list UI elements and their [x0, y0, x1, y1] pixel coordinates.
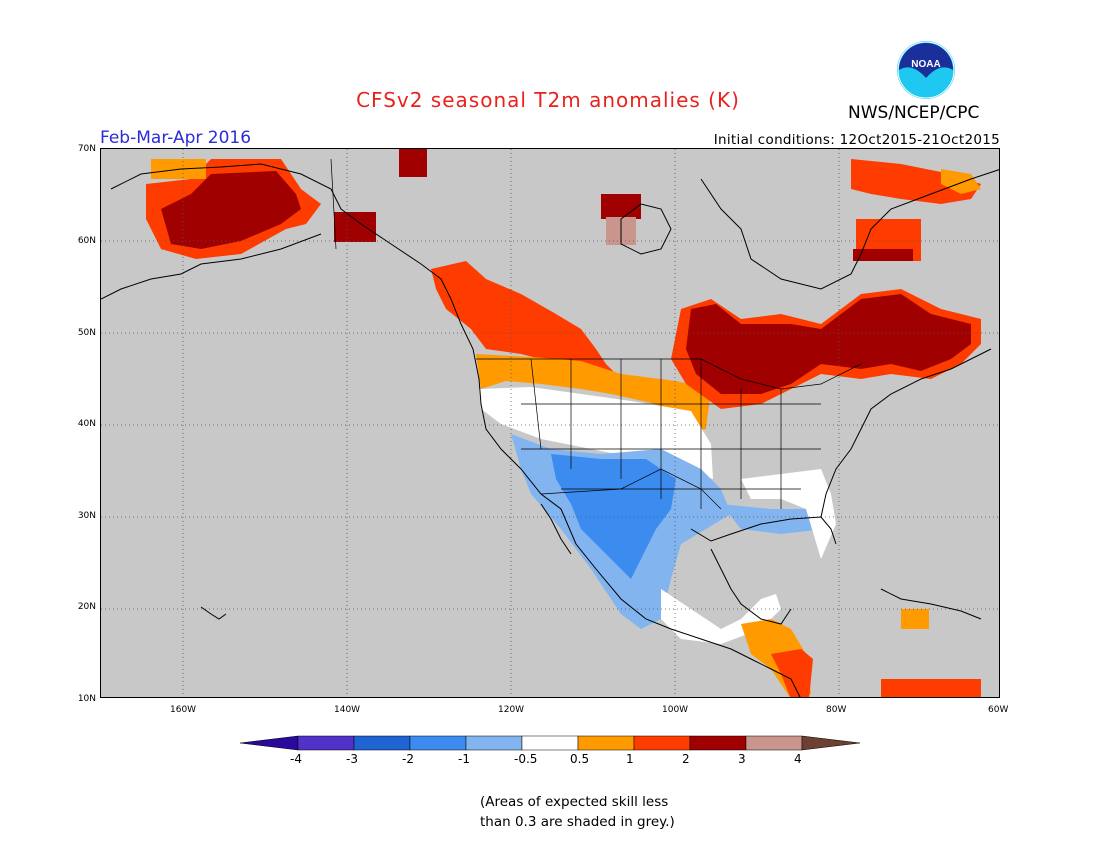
colorbar-label: -4 [290, 752, 302, 766]
season-label: Feb-Mar-Apr 2016 [100, 128, 252, 148]
anomaly-patches [146, 149, 981, 697]
colorbar-label: 2 [682, 752, 690, 766]
anomaly-map [100, 148, 1000, 698]
colorbar-right-triangle [801, 735, 860, 751]
lat-label: 10N [77, 694, 96, 704]
colorbar-segment [297, 735, 355, 751]
initial-conditions-label: Initial conditions: 12Oct2015-21Oct2015 [713, 132, 1000, 148]
colorbar-segment [521, 735, 579, 751]
colorbar-segment [353, 735, 411, 751]
skill-note-line: (Areas of expected skill less [480, 794, 669, 810]
colorbar-segment [577, 735, 635, 751]
colorbar-label: -3 [346, 752, 358, 766]
lat-label: 40N [77, 419, 96, 429]
colorbar-label: 4 [794, 752, 802, 766]
colorbar-label: -1 [458, 752, 470, 766]
skill-note: (Areas of expected skill less than 0.3 a… [480, 792, 675, 832]
colorbar-segment [633, 735, 691, 751]
lat-label: 20N [77, 602, 96, 612]
lon-label: 100W [662, 705, 689, 715]
colorbar-label: 3 [738, 752, 746, 766]
colorbar-segment [465, 735, 523, 751]
borders [330, 158, 862, 510]
lon-label: 140W [334, 705, 361, 715]
lon-label: 60W [988, 705, 1009, 715]
colorbar-segment [745, 735, 803, 751]
lon-label: 160W [170, 705, 197, 715]
map-title: CFSv2 seasonal T2m anomalies (K) [356, 88, 740, 112]
svg-text:NOAA: NOAA [911, 59, 940, 70]
lon-label: 120W [498, 705, 525, 715]
coastlines [101, 163, 999, 697]
noaa-logo: NOAA [896, 40, 956, 100]
colorbar-label: -0.5 [514, 752, 538, 766]
colorbar-label: 0.5 [570, 752, 590, 766]
lat-label: 60N [77, 236, 96, 246]
lon-label: 80W [826, 705, 847, 715]
lat-label: 70N [77, 144, 96, 154]
lat-label: 30N [77, 511, 96, 521]
colorbar-left-triangle [240, 735, 299, 751]
skill-note-line: than 0.3 are shaded in grey.) [480, 814, 675, 830]
colorbar-segment [409, 735, 467, 751]
org-label: NWS/NCEP/CPC [848, 103, 980, 123]
lat-label: 50N [77, 328, 96, 338]
colorbar-segment [689, 735, 747, 751]
colorbar [240, 735, 860, 751]
colorbar-label: -2 [402, 752, 414, 766]
colorbar-label: 1 [626, 752, 634, 766]
